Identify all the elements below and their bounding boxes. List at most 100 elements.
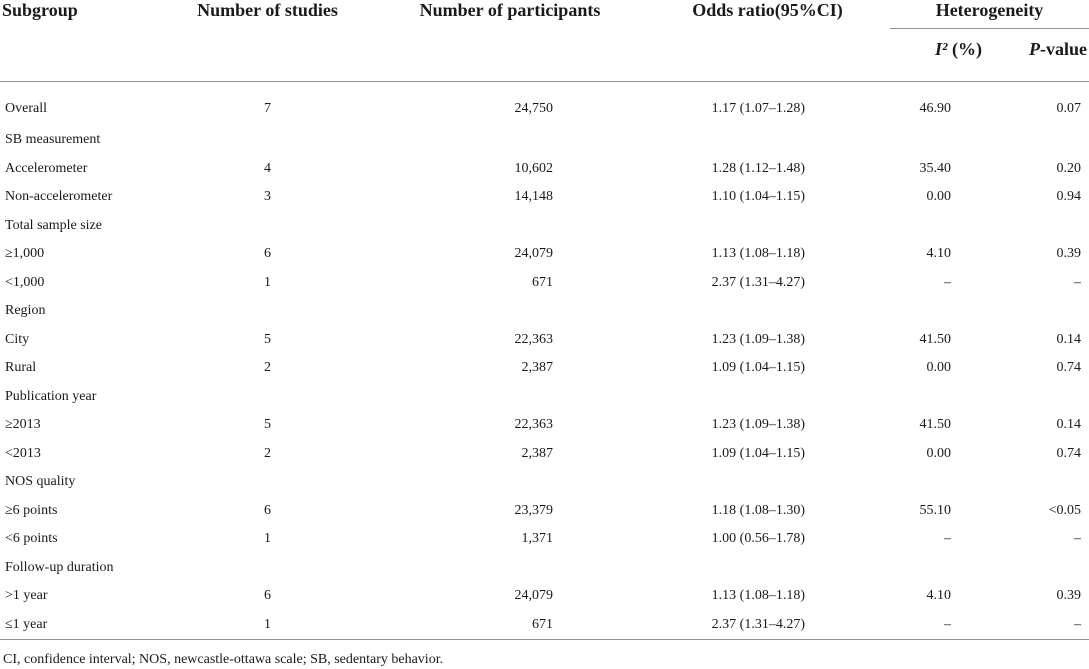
- table-row: ≤1 year 1 671 2.37 (1.31–4.27) – –: [0, 611, 1089, 640]
- cell-odds-ratio: 1.23 (1.09–1.38): [711, 331, 805, 347]
- cell-odds-ratio: 1.09 (1.04–1.15): [711, 445, 805, 461]
- cell-subgroup: Total sample size: [5, 217, 102, 233]
- cell-number-of-studies: [160, 297, 375, 326]
- cell-subgroup: Follow-up duration: [5, 559, 114, 575]
- cell-odds-ratio: 1.28 (1.12–1.48): [711, 160, 805, 176]
- cell-odds-ratio: [645, 126, 890, 155]
- cell-number-of-participants: 671: [532, 274, 553, 290]
- header-p-value: P-value: [1007, 29, 1089, 82]
- table-row: Accelerometer 4 10,602 1.28 (1.12–1.48) 35.4…: [0, 155, 1089, 184]
- cell-number-of-participants: [375, 383, 645, 412]
- cell-p-value: –: [1074, 274, 1081, 290]
- table-row: NOS quality: [0, 468, 1089, 497]
- cell-odds-ratio: [645, 383, 890, 412]
- cell-number-of-studies: 4: [264, 160, 271, 176]
- cell-p-value: 0.94: [1056, 189, 1082, 205]
- table-row: <2013 2 2,387 1.09 (1.04–1.15) 0.00 0.74: [0, 440, 1089, 469]
- header-i2-symbol: I²: [935, 39, 948, 59]
- cell-odds-ratio: 2.37 (1.31–4.27): [711, 274, 805, 290]
- cell-subgroup: ≥6 points: [5, 502, 58, 518]
- table-row: Total sample size: [0, 212, 1089, 241]
- cell-number-of-studies: 7: [264, 101, 271, 116]
- table-row: ≥2013 5 22,363 1.23 (1.09–1.38) 41.50 0.14: [0, 411, 1089, 440]
- table-header: Subgroup Number of studies Number of par…: [0, 0, 1089, 82]
- cell-odds-ratio: 2.37 (1.31–4.27): [711, 616, 805, 632]
- cell-subgroup: ≥2013: [5, 417, 41, 433]
- cell-i2: 35.40: [919, 160, 952, 176]
- cell-number-of-studies: 6: [264, 588, 271, 604]
- table-row: SB measurement: [0, 126, 1089, 155]
- cell-odds-ratio: 1.23 (1.09–1.38): [711, 417, 805, 433]
- cell-i2: 55.10: [919, 502, 952, 518]
- cell-number-of-participants: [375, 212, 645, 241]
- cell-number-of-studies: 5: [264, 331, 271, 347]
- cell-odds-ratio: 1.09 (1.04–1.15): [711, 360, 805, 376]
- cell-number-of-participants: [375, 554, 645, 583]
- cell-p-value: [1007, 297, 1089, 326]
- cell-odds-ratio: [645, 468, 890, 497]
- cell-odds-ratio: 1.10 (1.04–1.15): [711, 189, 805, 205]
- cell-i2: 4.10: [926, 246, 952, 262]
- cell-number-of-participants: 23,379: [514, 502, 554, 518]
- header-i2: I² (%): [890, 29, 1007, 82]
- cell-subgroup: NOS quality: [5, 474, 76, 490]
- cell-p-value: 0.14: [1056, 331, 1082, 347]
- table-row: Overall 7 24,750 1.17 (1.07–1.28) 46.90 0.07: [0, 82, 1089, 127]
- cell-number-of-studies: [160, 383, 375, 412]
- cell-number-of-studies: 3: [264, 189, 271, 205]
- cell-subgroup: <6 points: [5, 531, 58, 547]
- cell-subgroup: Rural: [5, 360, 37, 376]
- cell-p-value: –: [1074, 531, 1081, 547]
- cell-p-value: <0.05: [1048, 502, 1081, 518]
- cell-i2: [890, 554, 1007, 583]
- header-number-of-participants: Number of participants: [419, 0, 601, 20]
- cell-number-of-participants: 24,750: [514, 101, 554, 116]
- cell-i2: 41.50: [919, 417, 952, 433]
- cell-number-of-participants: 14,148: [514, 189, 554, 205]
- cell-p-value: [1007, 212, 1089, 241]
- cell-odds-ratio: 1.17 (1.07–1.28): [711, 101, 805, 116]
- cell-i2: [890, 212, 1007, 241]
- cell-number-of-studies: [160, 554, 375, 583]
- cell-subgroup: ≥1,000: [5, 246, 45, 262]
- cell-i2: –: [944, 616, 951, 632]
- cell-i2: 4.10: [926, 588, 952, 604]
- cell-number-of-participants: [375, 297, 645, 326]
- cell-p-value: [1007, 126, 1089, 155]
- cell-i2: [890, 468, 1007, 497]
- cell-i2: [890, 126, 1007, 155]
- table-row: ≥1,000 6 24,079 1.13 (1.08–1.18) 4.10 0.39: [0, 240, 1089, 269]
- cell-number-of-participants: [375, 468, 645, 497]
- header-p-symbol: P: [1029, 39, 1040, 59]
- cell-i2: 0.00: [926, 189, 952, 205]
- cell-number-of-studies: [160, 468, 375, 497]
- cell-p-value: [1007, 554, 1089, 583]
- cell-p-value: –: [1074, 616, 1081, 632]
- cell-number-of-studies: 6: [264, 246, 271, 262]
- cell-number-of-studies: 1: [264, 616, 271, 632]
- cell-i2: 46.90: [919, 101, 952, 116]
- cell-subgroup: SB measurement: [5, 132, 101, 148]
- header-i2-unit: (%): [947, 39, 982, 59]
- cell-i2: [890, 297, 1007, 326]
- cell-number-of-participants: 24,079: [514, 588, 554, 604]
- cell-i2: –: [944, 274, 951, 290]
- cell-number-of-studies: 1: [264, 274, 271, 290]
- cell-subgroup: >1 year: [5, 588, 48, 604]
- cell-odds-ratio: 1.13 (1.08–1.18): [711, 246, 805, 262]
- cell-odds-ratio: [645, 554, 890, 583]
- cell-subgroup: Publication year: [5, 388, 97, 404]
- header-subgroup: Subgroup: [2, 0, 78, 20]
- cell-subgroup: Accelerometer: [5, 160, 88, 176]
- cell-odds-ratio: 1.13 (1.08–1.18): [711, 588, 805, 604]
- cell-number-of-participants: 2,387: [521, 360, 554, 376]
- cell-p-value: 0.39: [1056, 588, 1082, 604]
- cell-number-of-participants: 1,371: [521, 531, 554, 547]
- cell-p-value: 0.74: [1056, 445, 1082, 461]
- subgroup-analysis-table: Subgroup Number of studies Number of par…: [0, 0, 1089, 640]
- cell-subgroup: ≤1 year: [5, 616, 48, 632]
- cell-number-of-studies: [160, 126, 375, 155]
- cell-number-of-studies: 1: [264, 531, 271, 547]
- cell-number-of-participants: 2,387: [521, 445, 554, 461]
- cell-odds-ratio: 1.18 (1.08–1.30): [711, 502, 805, 518]
